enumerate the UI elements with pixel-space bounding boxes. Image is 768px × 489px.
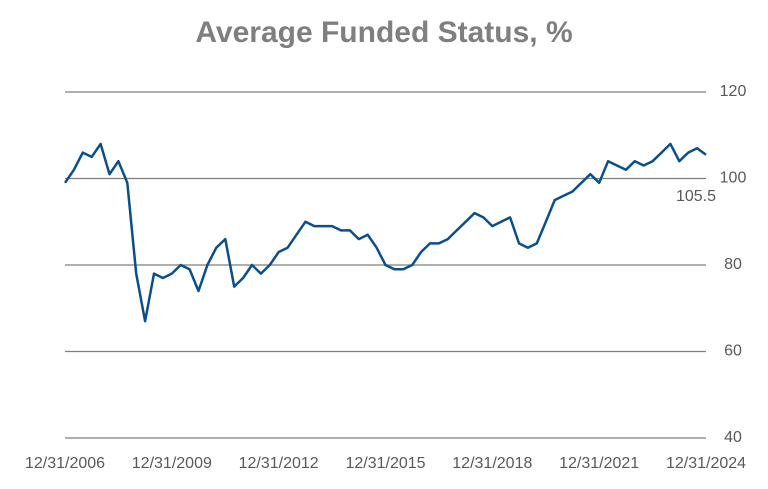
- y-tick-label: 40: [724, 429, 742, 446]
- x-tick-label: 12/31/2012: [239, 455, 319, 472]
- line: [63, 142, 707, 323]
- chart-title: Average Funded Status, %: [195, 16, 572, 49]
- y-tick-label: 60: [724, 343, 742, 360]
- x-tick-label: 12/31/2006: [25, 455, 105, 472]
- x-tick-label: 12/31/2018: [452, 455, 532, 472]
- x-tick-label: 12/31/2021: [559, 455, 639, 472]
- y-tick-label: 120: [720, 83, 747, 100]
- x-tick-label: 12/31/2009: [132, 455, 212, 472]
- y-tick-label: 100: [720, 170, 747, 187]
- x-tick-label: 12/31/2024: [666, 455, 746, 472]
- x-tick-label: 12/31/2015: [345, 455, 425, 472]
- value-label: 105.5: [676, 188, 716, 205]
- y-tick-label: 80: [724, 256, 742, 273]
